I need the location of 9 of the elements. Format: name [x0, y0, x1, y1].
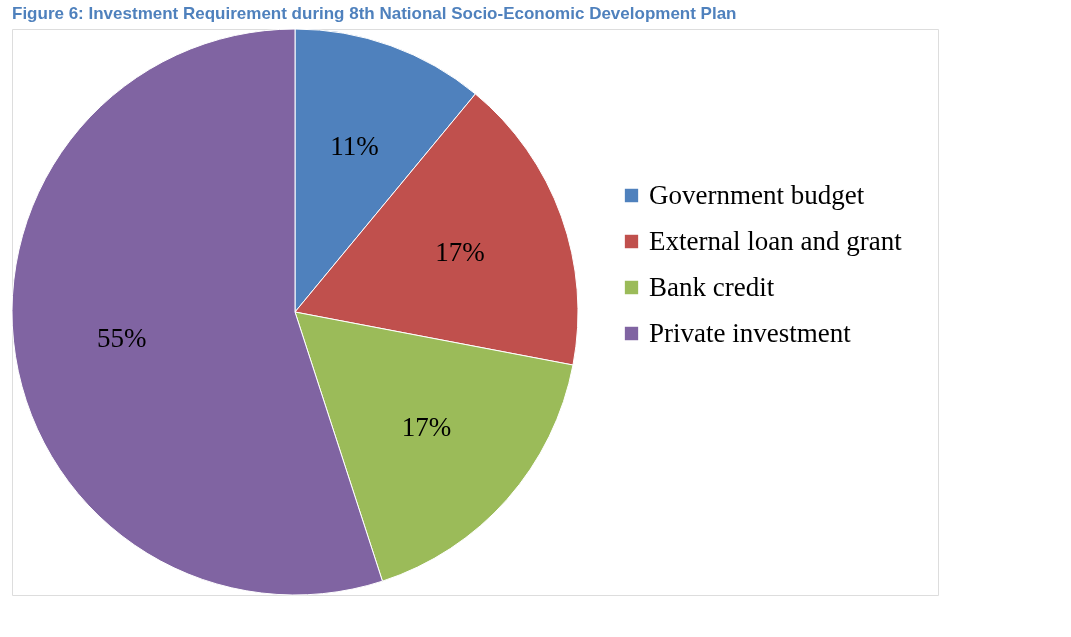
data-label: 11%: [330, 130, 379, 161]
data-label: 17%: [435, 236, 485, 267]
legend-label: Government budget: [649, 179, 865, 210]
data-label: 55%: [96, 323, 147, 354]
data-label: 17%: [401, 412, 452, 443]
legend-label: Bank credit: [649, 271, 775, 302]
legend-label: External loan and grant: [649, 225, 903, 256]
chart-title: Figure 6: Investment Requirement during 8th National Socio-Economic Development Plan: [12, 4, 737, 23]
legend-label: Private investment: [649, 317, 852, 348]
